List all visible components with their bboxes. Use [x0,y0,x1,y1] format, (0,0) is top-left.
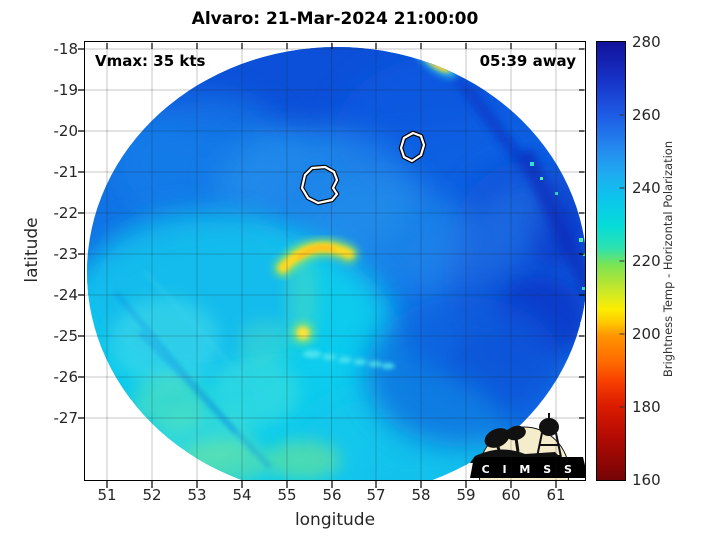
colorbar-tick: 260 [632,106,661,124]
cimss-logo: C I M S S [470,413,585,480]
x-tick: 54 [232,486,252,504]
y-tick: -25 [53,327,79,345]
water-tower-icon [539,418,559,436]
radar-dish-icon [506,425,526,441]
colorbar-tick: 180 [632,398,661,416]
colorbar [596,41,626,481]
y-tick: -18 [53,40,79,58]
x-axis-label: longitude [294,510,376,530]
colorbar-tick: 160 [632,471,661,489]
x-tick: 57 [366,486,386,504]
cimss-logo-text: C I M S S [482,463,577,476]
time-away-annotation: 05:39 away [479,52,576,70]
y-tick: -19 [53,81,79,99]
x-tick: 51 [97,486,117,504]
storm-center-contours [299,130,427,206]
y-tick: -27 [53,409,79,427]
x-tick: 59 [456,486,476,504]
x-tick: 55 [277,486,297,504]
x-tick: 61 [546,486,566,504]
y-tick: -21 [53,163,79,181]
swath-disk [87,47,585,480]
colorbar-tick: 280 [632,33,661,51]
x-tick: 58 [411,486,431,504]
chart-title: Alvaro: 21-Mar-2024 21:00:00 [191,9,479,29]
y-axis-label: latitude [22,217,42,283]
y-tick: -24 [53,286,79,304]
plot-area: C I M S S Vmax: 35 kts 05:39 away [84,41,586,481]
colorbar-tick: 220 [632,252,661,270]
satellite-swath-image: C I M S S [85,42,585,480]
radar-dish-icon [484,428,510,448]
y-tick: -20 [53,122,79,140]
y-tick: -26 [53,368,79,386]
y-tick: -22 [53,204,79,222]
x-tick: 52 [142,486,162,504]
colorbar-label: Brightness Temp - Horizontal Polarizatio… [661,140,675,378]
x-tick: 53 [187,486,207,504]
colorbar-tick: 240 [632,179,661,197]
y-tick: -23 [53,245,79,263]
x-tick: 60 [501,486,521,504]
dashed-cyan-streak [303,350,395,369]
x-tick: 56 [322,486,342,504]
vmax-annotation: Vmax: 35 kts [95,52,206,70]
colorbar-tick: 200 [632,325,661,343]
